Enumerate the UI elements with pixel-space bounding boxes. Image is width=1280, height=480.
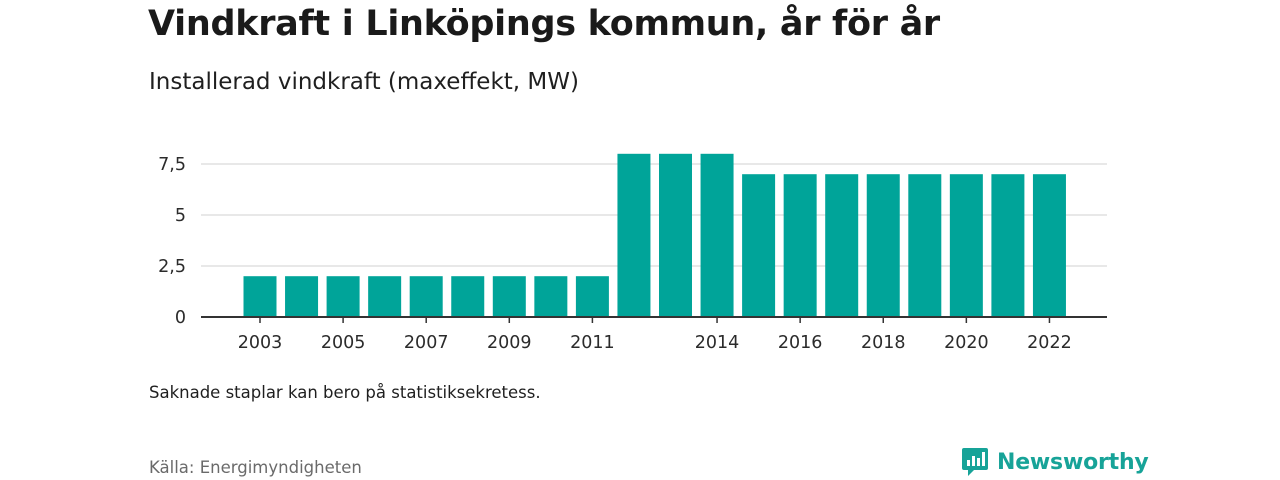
footnote: Saknade staplar kan bero på statistiksek… xyxy=(149,383,541,402)
x-tick-label: 2011 xyxy=(570,333,615,353)
y-tick-label: 5 xyxy=(175,206,186,226)
brand-name: Newsworthy xyxy=(997,449,1149,475)
bar-2010 xyxy=(534,276,568,317)
x-tick-label: 2014 xyxy=(695,333,740,353)
bar-2004 xyxy=(285,276,319,317)
chart-title: Vindkraft i Linköpings kommun, år för år xyxy=(148,4,940,44)
bar-2015 xyxy=(742,174,776,317)
y-axis-ticks: 0 2,5 5 7,5 xyxy=(158,155,186,328)
bar-2022 xyxy=(1032,174,1066,317)
bars xyxy=(243,153,1066,317)
x-tick-label: 2022 xyxy=(1027,333,1072,353)
x-tick-label: 2003 xyxy=(238,333,283,353)
bar-2012 xyxy=(617,153,651,317)
x-tick-label: 2005 xyxy=(321,333,366,353)
bar-2019 xyxy=(908,174,942,317)
bar-2018 xyxy=(866,174,900,317)
bar-2014 xyxy=(700,153,734,317)
y-tick-label: 2,5 xyxy=(158,257,186,277)
newsworthy-brand[interactable]: Newsworthy xyxy=(961,446,1149,478)
bar-2020 xyxy=(949,174,983,317)
x-tick-label: 2016 xyxy=(778,333,823,353)
y-tick-label: 7,5 xyxy=(158,155,186,175)
bar-2005 xyxy=(326,276,360,317)
x-tick-label: 2009 xyxy=(487,333,532,353)
y-tick-label: 0 xyxy=(175,308,186,328)
x-tick-label: 2018 xyxy=(861,333,906,353)
bar-2011 xyxy=(575,276,609,317)
bar-2007 xyxy=(409,276,443,317)
newsworthy-logo-icon xyxy=(962,448,988,476)
bar-2013 xyxy=(659,153,692,317)
x-tick-label: 2007 xyxy=(404,333,449,353)
bar-2021 xyxy=(991,174,1025,317)
chart-subtitle: Installerad vindkraft (maxeffekt, MW) xyxy=(149,69,579,95)
bar-2006 xyxy=(368,276,402,317)
bar-2016 xyxy=(783,174,817,317)
x-axis-ticks: 2003 2005 2007 2009 2011 2014 2016 2018 2020 2022 xyxy=(238,317,1072,353)
bar-2003 xyxy=(243,276,277,317)
source-label: Källa: Energimyndigheten xyxy=(149,458,362,477)
x-tick-label: 2020 xyxy=(944,333,989,353)
bar-2008 xyxy=(451,276,485,317)
bar-2017 xyxy=(825,174,859,317)
bar-2009 xyxy=(492,276,526,317)
